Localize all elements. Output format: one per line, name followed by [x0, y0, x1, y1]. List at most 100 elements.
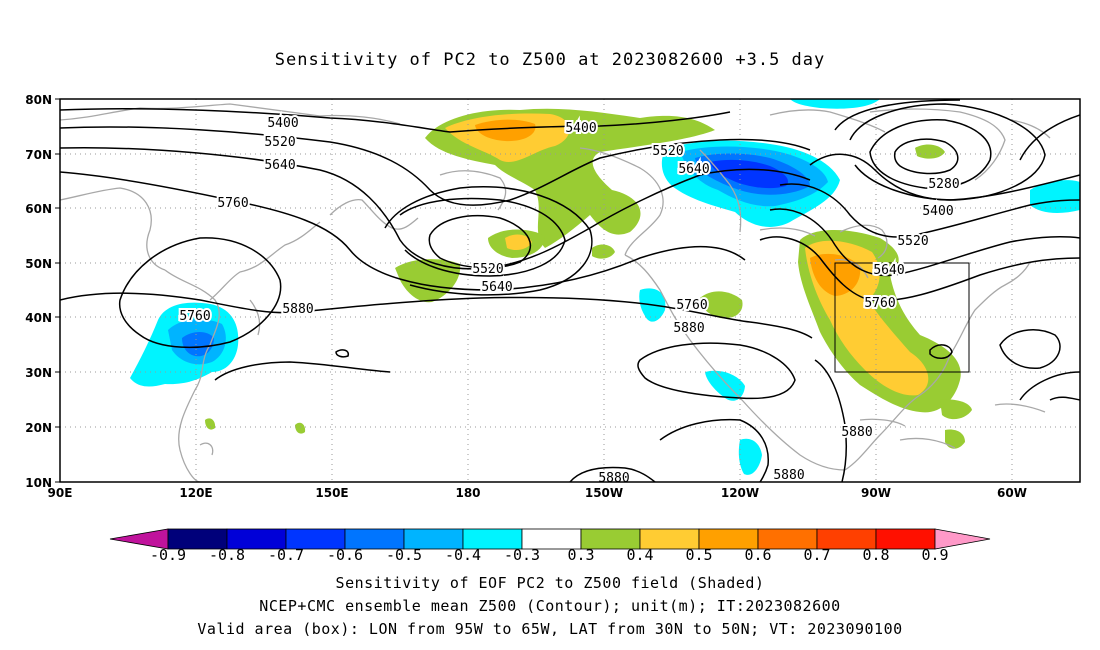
contour-5520-b — [399, 197, 566, 277]
contour-label: 5520 — [472, 262, 503, 277]
plot-frame — [59, 98, 1081, 483]
lat-label: 70N — [25, 148, 52, 162]
contour-label: 5520 — [264, 135, 295, 150]
colorbar-ticks: -0.9 -0.8 -0.7 -0.6 -0.5 -0.4 -0.3 0.3 0… — [150, 546, 949, 564]
caption-contour: NCEP+CMC ensemble mean Z500 (Contour); u… — [259, 597, 841, 615]
contour-label: 5880 — [773, 468, 804, 483]
lon-label: 120W — [721, 486, 759, 500]
contour-5280 — [869, 119, 992, 189]
colorbar-tick: 0.4 — [626, 546, 653, 564]
lon-label: 180 — [455, 486, 480, 500]
colorbar-tick: -0.9 — [150, 546, 186, 564]
contour-5880-east — [637, 342, 796, 400]
contour-5400-ring — [849, 103, 1046, 201]
contour-5520-ring — [834, 99, 961, 131]
lon-label: 150W — [585, 486, 623, 500]
colorbar-tick: 0.3 — [567, 546, 594, 564]
lat-label: 30N — [25, 366, 52, 380]
lat-label: 10N — [25, 476, 52, 490]
caption-valid-area: Valid area (box): LON from 95W to 65W, L… — [197, 620, 903, 638]
lon-label: 150E — [315, 486, 348, 500]
lat-label: 20N — [25, 421, 52, 435]
contour-5400-west — [60, 107, 731, 133]
shade-alaska-orange — [475, 119, 536, 142]
shade-taiwan-green — [205, 418, 216, 430]
lon-label: 120E — [179, 486, 212, 500]
contour-5280-inner — [893, 138, 959, 175]
axis-ticks — [55, 98, 60, 483]
colorbar-tick: -0.6 — [327, 546, 363, 564]
figure-title: Sensitivity of PC2 to Z500 at 2023082600… — [274, 50, 826, 70]
lat-label: 60N — [25, 202, 52, 216]
contour-label: 5880 — [673, 321, 704, 336]
lon-label: 90E — [48, 486, 73, 500]
contour-5880-mex — [659, 418, 769, 482]
contour-label: 5400 — [267, 116, 298, 131]
contour-5880-atl3 — [1049, 396, 1080, 401]
contour-5640-b — [384, 186, 593, 296]
shade-bc-green2 — [592, 244, 615, 259]
contour-5880-bermuda — [929, 344, 953, 359]
coastlines — [60, 103, 1051, 482]
colorbar-tick: 0.9 — [921, 546, 948, 564]
contour-labels: 5400 5520 5640 5760 5400 5520 5640 5760 … — [177, 114, 961, 488]
contour-label: 5400 — [922, 204, 953, 219]
colorbar-tick: -0.7 — [268, 546, 304, 564]
contour-5880-asia — [214, 361, 391, 381]
shade-china-blue — [182, 332, 214, 357]
contour-5400-east — [809, 153, 1080, 201]
axis-labels: 80N 70N 60N 50N 40N 30N 20N 10N 90E 120E… — [25, 93, 1027, 500]
contour-5640-ring — [1019, 114, 1080, 161]
contour-5880-small — [335, 349, 350, 358]
contour-5880-atl — [999, 329, 1061, 369]
colorbar-tick: 0.5 — [685, 546, 712, 564]
z500-contours — [60, 99, 1080, 482]
contour-label: 5280 — [928, 177, 959, 192]
lat-label: 80N — [25, 93, 52, 107]
contour-5880-gulf — [814, 359, 847, 482]
shade-carib-green — [945, 429, 965, 449]
contour-5760-west — [60, 171, 746, 291]
contour-5880-south — [569, 466, 656, 482]
colorbar-tick: -0.4 — [445, 546, 481, 564]
contour-label: 5640 — [678, 162, 709, 177]
colorbar-tick: -0.8 — [209, 546, 245, 564]
contour-label: 5760 — [217, 196, 248, 211]
contour-label: 5760 — [864, 296, 895, 311]
shade-canada-dkblue — [710, 159, 789, 189]
colorbar-tick: 0.8 — [862, 546, 889, 564]
contour-label: 5880 — [282, 302, 313, 317]
contour-5520-inner — [428, 215, 532, 269]
shade-mexico-green — [700, 291, 743, 319]
shade-wpac-green — [295, 422, 306, 434]
contour-5520-west — [60, 126, 811, 206]
contour-label: 5640 — [264, 158, 295, 173]
shade-greenland-cyan — [915, 144, 945, 159]
shade-atlantic-cyan — [1030, 180, 1080, 213]
contour-5520-us — [779, 183, 1080, 238]
contour-label: 5880 — [841, 425, 872, 440]
contour-label: 5400 — [565, 121, 596, 136]
contour-5640-west — [60, 147, 811, 270]
shade-mexico-cyan — [738, 438, 762, 475]
map-figure: 5400 5520 5640 5760 5400 5520 5640 5760 … — [25, 93, 1081, 564]
contour-5880-main — [60, 292, 813, 339]
colorbar-tick: -0.5 — [386, 546, 422, 564]
caption-shaded: Sensitivity of EOF PC2 to Z500 field (Sh… — [335, 574, 765, 592]
contour-5760-us — [759, 236, 1080, 302]
contour-5760-asia — [118, 237, 282, 349]
colorbar-tick: 0.7 — [803, 546, 830, 564]
shade-gulf-green — [940, 399, 972, 420]
contour-label: 5880 — [598, 471, 629, 486]
contour-5640-us — [769, 208, 1080, 277]
colorbar-high-arrow — [934, 528, 991, 550]
contour-label: 5760 — [676, 298, 707, 313]
shade-bc-yellow — [505, 234, 532, 250]
colorbar-tick: -0.3 — [504, 546, 540, 564]
contour-label: 5640 — [481, 280, 512, 295]
lat-label: 40N — [25, 311, 52, 325]
shade-arctic-cyan — [790, 99, 880, 109]
contour-5880-atl2 — [1019, 371, 1080, 401]
colorbar — [109, 528, 991, 550]
valid-area-box — [834, 262, 970, 373]
